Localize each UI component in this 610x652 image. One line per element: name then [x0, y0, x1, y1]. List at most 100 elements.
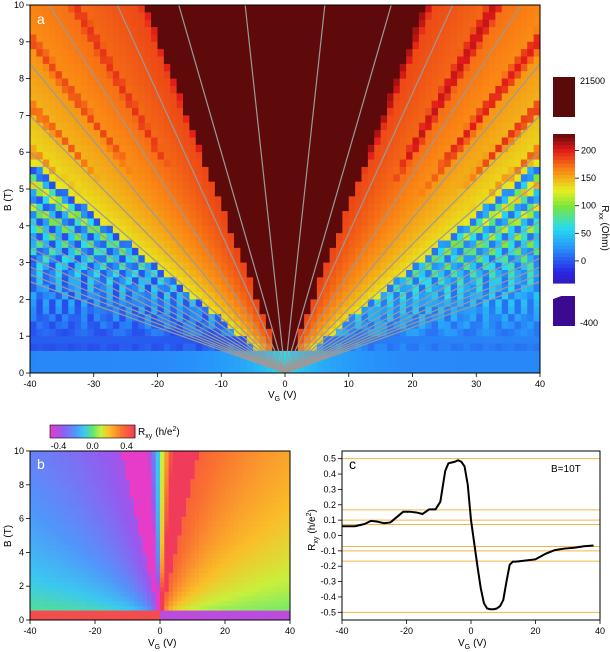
heatmap-cell [272, 19, 280, 28]
heatmap-cell [42, 85, 50, 94]
heatmap-cell [73, 479, 79, 485]
heatmap-cell [90, 563, 96, 569]
heatmap-cell [501, 321, 509, 330]
heatmap-cell [348, 63, 356, 72]
heatmap-cell [374, 85, 382, 94]
heatmap-cell [520, 328, 528, 337]
heatmap-cell [482, 299, 490, 308]
heatmap-cell [74, 306, 82, 315]
heatmap-cell [342, 78, 350, 87]
heatmap-cell [221, 5, 229, 13]
heatmap-cell [129, 573, 135, 579]
heatmap-cell [69, 526, 74, 532]
heatmap-cell [93, 93, 101, 102]
heatmap-cell [450, 115, 458, 124]
heatmap-cell [49, 343, 57, 352]
heatmap-cell [36, 358, 44, 367]
heatmap-cell [431, 314, 439, 322]
colorbar-tick-label: 100 [581, 201, 596, 211]
heatmap-cell [195, 262, 203, 271]
heatmap-cell [49, 130, 57, 138]
heatmap-cell [132, 56, 139, 65]
heatmap-cell [476, 12, 484, 21]
heatmap-cell [138, 78, 146, 87]
heatmap-cell [291, 292, 299, 300]
heatmap-cell [438, 122, 445, 131]
heatmap-cell [489, 358, 496, 367]
heatmap-cell [125, 573, 131, 579]
fan-line [30, 281, 286, 373]
heatmap-cell [259, 56, 267, 65]
heatmap-cell [367, 299, 375, 308]
heatmap-cell [387, 49, 394, 58]
heatmap-cell [323, 240, 331, 249]
heatmap-cell [195, 211, 203, 219]
heatmap-cell [202, 71, 210, 80]
heatmap-cell [163, 358, 171, 367]
heatmap-cell [125, 610, 131, 616]
heatmap-cell [259, 85, 267, 94]
heatmap-cell [132, 211, 139, 219]
heatmap-cell [68, 255, 76, 264]
heatmap-cell [431, 144, 439, 153]
heatmap-cell [99, 497, 105, 504]
heatmap-cell [316, 27, 324, 35]
colorbar-top-segment [553, 77, 575, 117]
colorbar-cell [553, 215, 575, 221]
colorbar-main-segment [553, 134, 575, 284]
heatmap-cell [495, 306, 503, 315]
heatmap-cell [121, 587, 126, 593]
heatmap-cell [297, 321, 305, 330]
heatmap-cell [208, 358, 216, 367]
heatmap-cell [348, 358, 356, 367]
heatmap-cell [221, 196, 229, 205]
heatmap-cell [533, 27, 541, 35]
heatmap-cell [323, 306, 331, 315]
heatmap-cell [47, 582, 53, 588]
heatmap-cell [170, 71, 178, 80]
heatmap-cell [310, 350, 318, 359]
heatmap-cell [520, 365, 528, 374]
heatmap-cell [138, 19, 146, 28]
heatmap-cell [93, 314, 101, 322]
heatmap-cell [125, 12, 133, 21]
heatmap-cell [202, 144, 210, 153]
heatmap-cell [119, 284, 127, 293]
heatmap-cell [304, 343, 312, 352]
heatmap-cell [495, 49, 503, 58]
heatmap-cell [285, 299, 292, 308]
heatmap-cell [144, 189, 152, 197]
heatmap-cell [374, 27, 382, 35]
heatmap-cell [342, 34, 350, 43]
heatmap-cell [361, 225, 369, 234]
heatmap-cell [316, 299, 324, 308]
heatmap-cell [367, 255, 375, 264]
heatmap-cell [253, 328, 261, 337]
heatmap-cell [380, 358, 388, 367]
heatmap-cell [355, 262, 363, 271]
heatmap-cell [103, 493, 109, 499]
heatmap-cell [310, 240, 318, 249]
heatmap-cell [202, 240, 210, 249]
heatmap-cell [310, 196, 318, 205]
heatmap-cell [240, 166, 248, 175]
heatmap-cell [508, 71, 516, 80]
heatmap-cell [355, 100, 363, 109]
heatmap-cell [342, 56, 350, 65]
heatmap-cell [348, 41, 356, 50]
heatmap-cell [214, 277, 222, 286]
y-tick-label: 7 [19, 110, 24, 120]
heatmap-cell [431, 262, 439, 271]
heatmap-cell [43, 535, 48, 541]
heatmap-cell [74, 358, 82, 367]
heatmap-cell [81, 174, 88, 183]
heatmap-cell [55, 93, 63, 102]
heatmap-cell [116, 451, 122, 457]
heatmap-cell [132, 203, 139, 212]
heatmap-cell [342, 269, 350, 278]
heatmap-cell [55, 240, 63, 249]
heatmap-cell [336, 350, 343, 359]
heatmap-cell [99, 488, 105, 494]
heatmap-cell [73, 469, 79, 475]
heatmap-cell [93, 34, 101, 43]
